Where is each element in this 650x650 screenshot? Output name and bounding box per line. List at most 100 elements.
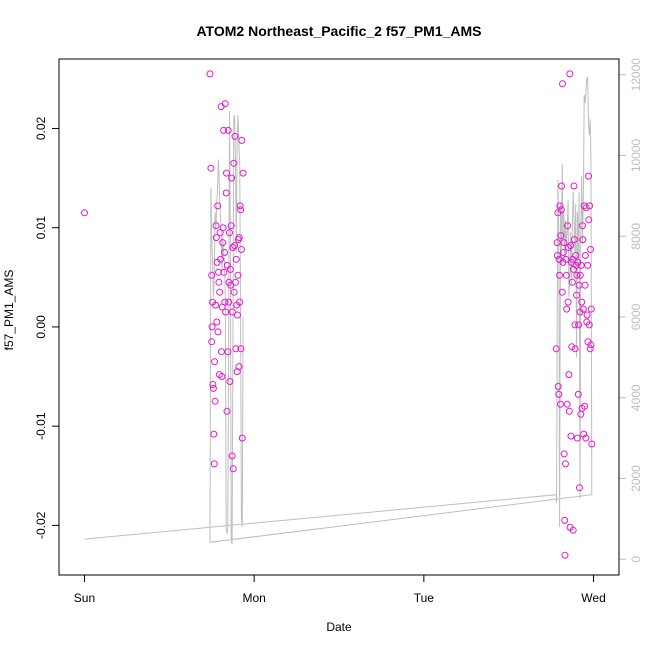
y-axis-label: f57_PM1_AMS	[2, 270, 16, 351]
data-point	[556, 271, 564, 279]
data-point	[580, 202, 588, 210]
data-point	[208, 271, 216, 279]
data-point	[210, 460, 218, 468]
data-point	[581, 252, 589, 259]
data-point	[228, 174, 236, 182]
data-point	[221, 298, 229, 306]
data-point	[226, 378, 234, 385]
data-point	[559, 80, 566, 88]
data-point	[562, 271, 570, 279]
axes-layer: Sun Mon Tue Wed -0.02 -0.01 0.00 0.01 0.02 0 2000 4…	[34, 58, 643, 605]
x-tick-label: Tue	[414, 591, 435, 605]
data-point	[217, 255, 225, 263]
data-point	[224, 348, 232, 356]
data-point	[560, 450, 568, 458]
data-point	[221, 100, 229, 108]
data-point	[587, 305, 595, 313]
x-tick-label: Wed	[581, 591, 605, 605]
data-point	[573, 291, 581, 299]
data-point	[230, 159, 238, 167]
data-point	[214, 202, 222, 210]
data-point	[207, 164, 215, 172]
data-point	[234, 311, 241, 319]
data-point	[210, 430, 218, 438]
data-point	[576, 271, 584, 279]
data-point	[574, 390, 582, 398]
data-point	[222, 189, 230, 197]
data-point	[567, 432, 575, 440]
data-point	[237, 246, 245, 253]
data-point	[570, 182, 578, 190]
data-point	[208, 338, 216, 346]
data-point	[581, 281, 589, 289]
data-point	[226, 229, 233, 237]
data-point	[238, 136, 246, 144]
data-point	[585, 321, 593, 329]
data-point	[585, 216, 593, 224]
data-point	[568, 343, 576, 351]
data-points-layer	[81, 70, 596, 559]
data-point	[579, 305, 587, 313]
data-point	[565, 371, 573, 379]
data-point	[232, 278, 239, 286]
data-point	[575, 321, 583, 329]
data-point	[228, 452, 236, 460]
data-point	[558, 288, 566, 296]
data-point	[583, 311, 591, 319]
data-point	[229, 244, 237, 251]
data-point	[235, 234, 243, 242]
data-point	[209, 384, 217, 392]
y2-tick-label: 4000	[629, 384, 643, 411]
data-point	[588, 440, 596, 448]
data-point	[228, 308, 236, 316]
y-tick-label: 0.00	[34, 315, 48, 339]
data-point	[216, 229, 224, 237]
data-point	[585, 172, 592, 180]
data-point	[238, 434, 246, 442]
y2-tick-label: 0	[629, 556, 643, 563]
data-point	[235, 363, 243, 371]
data-point	[206, 70, 214, 78]
data-point	[236, 202, 244, 210]
data-point	[566, 70, 574, 78]
data-point	[579, 236, 587, 244]
data-point	[212, 234, 220, 242]
data-point	[219, 239, 227, 247]
y-tick-label: 0.01	[34, 216, 48, 240]
data-point	[559, 249, 567, 256]
data-point	[558, 182, 566, 190]
data-point	[216, 288, 224, 296]
data-point	[576, 484, 583, 492]
data-point	[232, 255, 240, 263]
data-point	[580, 430, 588, 438]
data-point	[224, 126, 232, 134]
y2-tick-label: 2000	[629, 465, 643, 492]
data-point	[573, 434, 581, 442]
y-tick-label: -0.01	[34, 412, 48, 440]
data-point	[584, 261, 592, 269]
data-point	[554, 383, 562, 390]
y2-tick-label: 6000	[629, 303, 643, 330]
data-point	[209, 381, 217, 388]
data-point	[557, 206, 565, 214]
data-point	[553, 239, 561, 247]
plot-frame	[58, 58, 620, 576]
data-point	[553, 252, 561, 259]
data-point	[555, 390, 563, 398]
data-point	[211, 397, 219, 405]
data-point	[561, 516, 569, 524]
data-point	[561, 551, 569, 559]
data-point	[237, 345, 245, 353]
data-point	[237, 206, 245, 214]
data-point	[579, 222, 586, 230]
data-point	[564, 244, 572, 251]
data-point	[557, 232, 565, 240]
data-point	[572, 252, 580, 259]
data-point	[562, 460, 569, 468]
data-point	[230, 288, 238, 296]
data-point	[552, 345, 560, 353]
data-point	[211, 358, 219, 366]
data-point	[557, 400, 564, 408]
data-point	[223, 407, 231, 415]
